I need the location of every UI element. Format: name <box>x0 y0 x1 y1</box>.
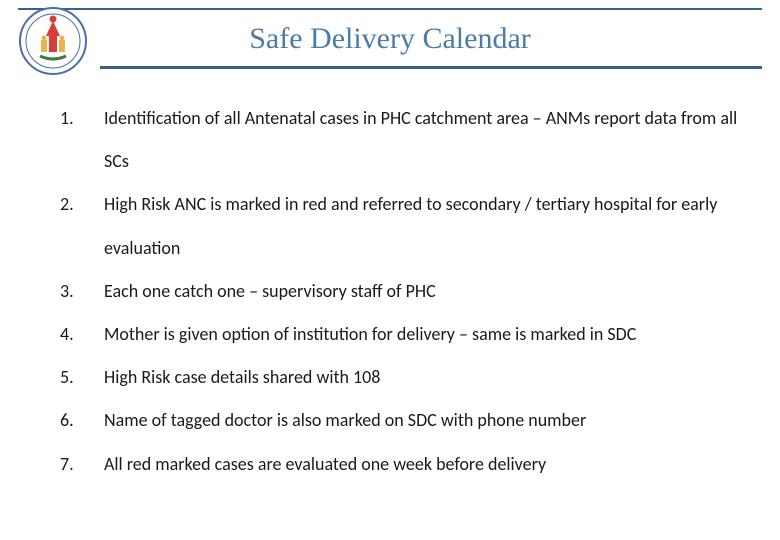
numbered-list: Identification of all Antenatal cases in… <box>60 97 750 486</box>
list-item-text: Each one catch one – supervisory staff o… <box>104 270 750 313</box>
list-item-text: High Risk ANC is marked in red and refer… <box>104 183 750 269</box>
list-item: Name of tagged doctor is also marked on … <box>60 399 750 442</box>
nhm-logo-icon <box>18 6 88 76</box>
list-item-text: Identification of all Antenatal cases in… <box>104 97 750 183</box>
list-item-text: High Risk case details shared with 108 <box>104 356 750 399</box>
list-item: High Risk ANC is marked in red and refer… <box>60 183 750 269</box>
slide-title: Safe Delivery Calendar <box>0 10 780 66</box>
slide-header: Safe Delivery Calendar <box>0 0 780 69</box>
list-item-text: Mother is given option of institution fo… <box>104 313 750 356</box>
list-item: Identification of all Antenatal cases in… <box>60 97 750 183</box>
list-item: High Risk case details shared with 108 <box>60 356 750 399</box>
list-item-text: Name of tagged doctor is also marked on … <box>104 399 750 442</box>
list-item: Mother is given option of institution fo… <box>60 313 750 356</box>
slide-content: Identification of all Antenatal cases in… <box>0 69 780 486</box>
header-underline-rule <box>100 66 762 69</box>
list-item: All red marked cases are evaluated one w… <box>60 443 750 486</box>
list-item-text: All red marked cases are evaluated one w… <box>104 443 750 486</box>
list-item: Each one catch one – supervisory staff o… <box>60 270 750 313</box>
